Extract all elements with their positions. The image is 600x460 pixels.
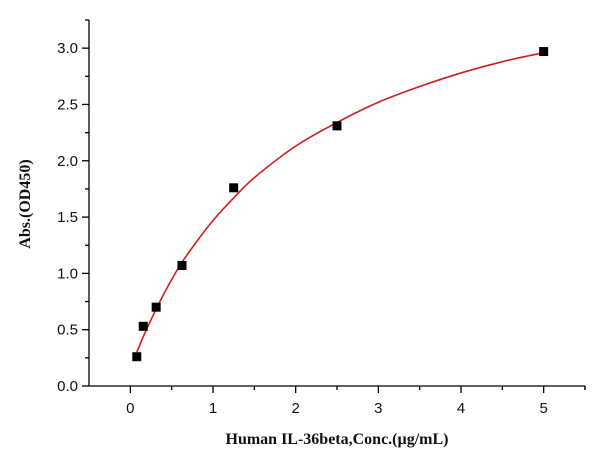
x-axis-title: Human IL-36beta,Conc.(µg/mL) <box>226 431 449 448</box>
x-tick-label: 3 <box>374 400 382 417</box>
data-point-square <box>151 302 161 312</box>
data-points <box>132 47 549 362</box>
y-tick-label: 3.0 <box>57 40 78 57</box>
y-tick-label: 0.5 <box>57 322 78 339</box>
fitted-curve <box>136 51 544 353</box>
y-axis-title: Abs.(OD450) <box>17 159 34 248</box>
x-tick-label: 1 <box>209 400 217 417</box>
data-point-square <box>177 261 187 271</box>
y-tick-label: 2.5 <box>57 96 78 113</box>
y-tick-label: 0.0 <box>57 378 78 395</box>
x-tick-label: 4 <box>457 400 465 417</box>
data-point-square <box>132 352 142 362</box>
y-tick-label: 1.5 <box>57 209 78 226</box>
data-point-square <box>539 47 549 57</box>
y-tick-label: 1.0 <box>57 265 78 282</box>
data-point-square <box>332 121 342 131</box>
data-point-square <box>138 321 148 331</box>
x-tick-label: 2 <box>291 400 299 417</box>
data-point-square <box>229 183 239 193</box>
x-tick-label: 5 <box>539 400 547 417</box>
fitted-curve-path <box>136 51 544 353</box>
axes: 0.0 0.5 1.0 1.5 2.0 2.5 3.0 0 1 2 3 4 5 <box>57 19 586 417</box>
y-tick-label: 2.0 <box>57 153 78 170</box>
x-tick-label: 0 <box>126 400 134 417</box>
